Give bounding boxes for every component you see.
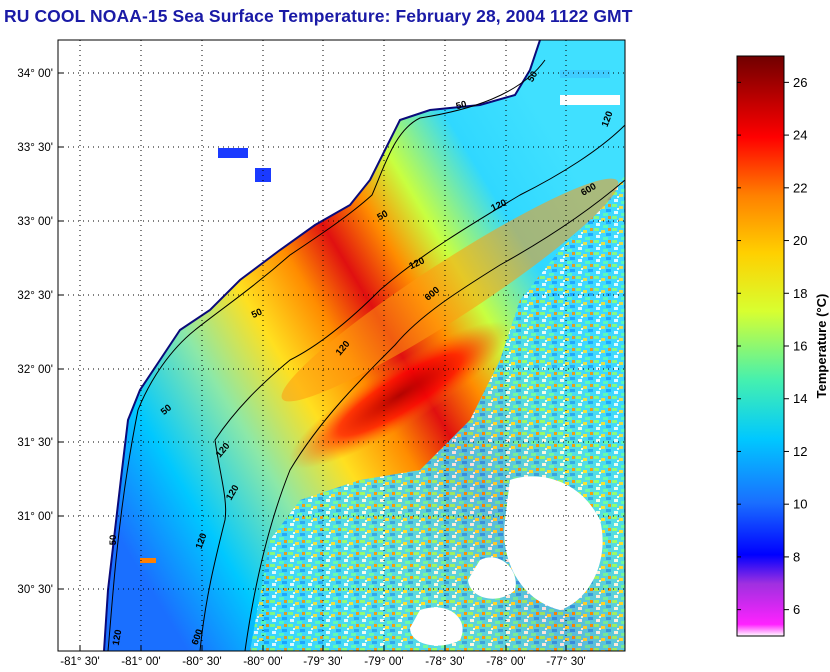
map-frame: 5050505050501201201201201201201201206006…	[57, 39, 626, 652]
colorbar-tick-label: 18	[793, 286, 807, 301]
gulf-stream-core	[288, 321, 512, 469]
longitude-tick-label: -79° 30'	[303, 656, 342, 668]
colorbar-tick-label: 14	[793, 391, 807, 406]
cloud-patch	[560, 95, 620, 105]
longitude-tick-label: -80° 00'	[243, 656, 282, 668]
longitude-tick-label: -81° 00'	[121, 656, 160, 668]
longitude-tick-label: -77° 30'	[546, 656, 585, 668]
map-title: RU COOL NOAA-15 Sea Surface Temperature:…	[4, 6, 633, 26]
contour-label-50: 50	[108, 535, 119, 546]
map-border	[57, 39, 626, 652]
gulf-stream-warm-band	[281, 178, 619, 402]
latitude-tick-labels: 34° 00' 33° 30' 33° 00' 32° 30' 32° 00' 31° 3…	[17, 68, 63, 596]
colorbar-label: Temperature (°C)	[814, 294, 829, 399]
longitude-tick-label: -78° 30'	[425, 656, 464, 668]
graticule	[58, 40, 625, 651]
cloud-gap	[504, 476, 603, 610]
latitude-tick-label: 32° 30'	[17, 290, 53, 302]
longitude-tick-label: -80° 30'	[182, 656, 221, 668]
cloud-patch	[218, 148, 248, 158]
colorbar-tick-label: 20	[793, 233, 807, 248]
longitude-tick-labels: -81° 30' -81° 00' -80° 30' -80° 00' -79° 30'…	[60, 646, 586, 668]
contour-label-120: 120	[111, 629, 125, 647]
colorbar-tick-label: 12	[793, 444, 807, 459]
colorbar: 6 8 10 12 14 16 18 20 22 24 26 Temperature (°C)	[736, 55, 829, 637]
latitude-tick-label: 31° 00'	[17, 511, 53, 523]
colorbar-tick-label: 8	[793, 549, 800, 564]
longitude-tick-label: -79° 00'	[364, 656, 403, 668]
land-mass	[58, 40, 540, 651]
cloud-patch	[140, 558, 156, 563]
colorbar-tick-label: 16	[793, 339, 807, 354]
contour-label-600: 600	[190, 628, 206, 647]
contour-label-50: 50	[250, 307, 264, 321]
colorbar-tick-label: 26	[793, 75, 807, 90]
colorbar-ticks: 6 8 10 12 14 16 18 20 22 24 26	[737, 75, 807, 617]
latitude-tick-label: 32° 00'	[17, 364, 53, 376]
colorbar-tick-label: 10	[793, 497, 807, 512]
contour-label-120: 120	[194, 532, 210, 551]
contour-label-120: 120	[600, 110, 616, 129]
latitude-tick-label: 34° 00'	[17, 68, 53, 80]
bathymetry-contour-120	[199, 124, 625, 651]
colorbar-tick-label: 24	[793, 128, 807, 143]
colorbar-tick-label: 6	[793, 602, 800, 617]
longitude-tick-label: -78° 00'	[486, 656, 525, 668]
cloud-gap	[468, 557, 516, 599]
latitude-tick-label: 33° 30'	[17, 142, 53, 154]
latitude-tick-label: 31° 30'	[17, 437, 53, 449]
contour-label-50: 50	[525, 69, 540, 84]
longitude-tick-label: -81° 30'	[60, 656, 99, 668]
cloud-gap	[410, 607, 463, 646]
colorbar-gradient	[736, 55, 785, 637]
contour-label-50: 50	[455, 99, 468, 112]
latitude-tick-label: 30° 30'	[17, 584, 53, 596]
coastline	[103, 40, 541, 651]
bathymetry-contour-600	[244, 179, 625, 651]
latitude-tick-label: 33° 00'	[17, 216, 53, 228]
cloud-patch	[560, 70, 610, 78]
colorbar-tick-label: 22	[793, 180, 807, 195]
bathymetry-contour-50	[107, 59, 546, 651]
contour-label-50: 50	[375, 208, 390, 223]
